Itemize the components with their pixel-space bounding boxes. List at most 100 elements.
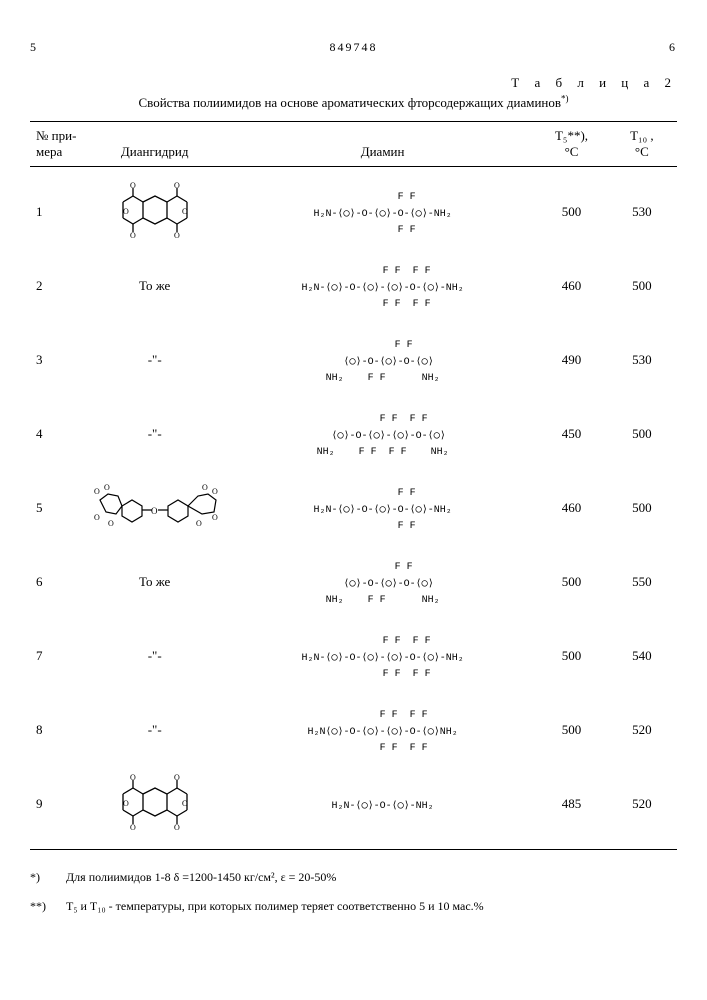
t5-cell: 450 [536, 397, 606, 471]
row-num: 8 [30, 693, 80, 767]
diamine-cell: F F F F H₂N⟨◯⟩-O-⟨◯⟩-⟨◯⟩-O-⟨◯⟩NH₂ F F F … [229, 693, 536, 767]
svg-text:O: O [202, 483, 208, 492]
table-row: 7 -"- F F F F H₂N-⟨◯⟩-O-⟨◯⟩-⟨◯⟩-O-⟨◯⟩-NH… [30, 619, 677, 693]
footnote-2-text: T₅ и T₁₀ - температуры, при которых поли… [66, 897, 677, 916]
dianhydride-cell: -"- [80, 323, 229, 397]
row-num: 3 [30, 323, 80, 397]
t5-cell: 500 [536, 545, 606, 619]
diamine-cell: F F F F H₂N-⟨◯⟩-O-⟨◯⟩-⟨◯⟩-O-⟨◯⟩-NH₂ F F … [229, 249, 536, 323]
svg-text:O: O [104, 483, 110, 492]
svg-text:O: O [130, 231, 136, 238]
svg-text:O: O [108, 519, 114, 528]
t10-cell: 520 [607, 767, 677, 850]
t5-cell: 500 [536, 619, 606, 693]
table-row: 6 То же F F ⟨◯⟩-O-⟨◯⟩-O-⟨◯⟩ NH₂ F F NH₂ … [30, 545, 677, 619]
footnote-2: **) T₅ и T₁₀ - температуры, при которых … [30, 897, 677, 916]
t10-cell: 530 [607, 323, 677, 397]
dianhydride-cell: То же [80, 249, 229, 323]
table-title-text: Свойства полиимидов на основе ароматичес… [138, 95, 561, 110]
table-row: 8 -"- F F F F H₂N⟨◯⟩-O-⟨◯⟩-⟨◯⟩-O-⟨◯⟩NH₂ … [30, 693, 677, 767]
svg-text:O: O [130, 182, 136, 190]
t10-cell: 500 [607, 471, 677, 545]
t10-cell: 540 [607, 619, 677, 693]
t5-cell: 485 [536, 767, 606, 850]
row-num: 4 [30, 397, 80, 471]
dianhydride-cell: O O O O O O [80, 767, 229, 850]
pmda-structure-icon: O O O O O O [110, 774, 200, 830]
svg-text:O: O [182, 207, 188, 216]
dianhydride-cell: -"- [80, 397, 229, 471]
dianhydride-cell: -"- [80, 619, 229, 693]
t5-cell: 500 [536, 693, 606, 767]
diamine-structure: F F F F H₂N-⟨◯⟩-O-⟨◯⟩-⟨◯⟩-O-⟨◯⟩-NH₂ F F … [301, 266, 463, 310]
diamine-cell: F F ⟨◯⟩-O-⟨◯⟩-O-⟨◯⟩ NH₂ F F NH₂ [229, 545, 536, 619]
t10-cell: 520 [607, 693, 677, 767]
table-label: Т а б л и ц а 2 [30, 75, 677, 91]
svg-text:O: O [130, 823, 136, 830]
t10-cell: 500 [607, 397, 677, 471]
table-row: 2 То же F F F F H₂N-⟨◯⟩-O-⟨◯⟩-⟨◯⟩-O-⟨◯⟩-… [30, 249, 677, 323]
doc-number: 849748 [246, 40, 462, 55]
svg-text:O: O [212, 487, 218, 496]
pmda-structure-icon: O O O O O O [110, 182, 200, 238]
dianhydride-cell: O OO OO OO OO [80, 471, 229, 545]
page-num-right: 6 [461, 40, 677, 55]
t10-cell: 530 [607, 167, 677, 250]
footnote-2-symbol: **) [30, 897, 66, 916]
title-footnote-ref: *) [561, 94, 569, 104]
diamine-cell: F F F F ⟨◯⟩-O-⟨◯⟩-⟨◯⟩-O-⟨◯⟩ NH₂ F F F F … [229, 397, 536, 471]
table-row: 1 O O O O O O [30, 167, 677, 250]
row-num: 5 [30, 471, 80, 545]
t5-cell: 460 [536, 471, 606, 545]
col-header-t5: T₅**), °C [536, 122, 606, 167]
dianhydride-cell: То же [80, 545, 229, 619]
diamine-structure: H₂N-⟨◯⟩-O-⟨◯⟩-NH₂ [332, 801, 434, 812]
t5-cell: 490 [536, 323, 606, 397]
svg-text:O: O [94, 513, 100, 522]
page-num-left: 5 [30, 40, 246, 55]
table-title: Свойства полиимидов на основе ароматичес… [30, 95, 677, 111]
diamine-cell: F F ⟨◯⟩-O-⟨◯⟩-O-⟨◯⟩ NH₂ F F NH₂ [229, 323, 536, 397]
page-header: 5 849748 6 [30, 40, 677, 55]
svg-text:O: O [94, 487, 100, 496]
diamine-structure: F F H₂N-⟨◯⟩-O-⟨◯⟩-O-⟨◯⟩-NH₂ F F [314, 192, 452, 236]
diamine-structure: F F ⟨◯⟩-O-⟨◯⟩-O-⟨◯⟩ NH₂ F F NH₂ [326, 340, 440, 384]
svg-text:O: O [174, 823, 180, 830]
footnote-1: *) Для полиимидов 1-8 δ =1200-1450 кг/см… [30, 868, 677, 887]
diamine-cell: F F H₂N-⟨◯⟩-O-⟨◯⟩-O-⟨◯⟩-NH₂ F F [229, 167, 536, 250]
row-num: 2 [30, 249, 80, 323]
svg-text:O: O [196, 519, 202, 528]
svg-text:O: O [212, 513, 218, 522]
diamine-cell: F F F F H₂N-⟨◯⟩-O-⟨◯⟩-⟨◯⟩-O-⟨◯⟩-NH₂ F F … [229, 619, 536, 693]
svg-text:O: O [123, 799, 129, 808]
table-body: 1 O O O O O O [30, 167, 677, 850]
footnotes: *) Для полиимидов 1-8 δ =1200-1450 кг/см… [30, 868, 677, 916]
header-row: № при- мера Диангидрид Диамин T₅**), °C … [30, 122, 677, 167]
dianhydride-cell: -"- [80, 693, 229, 767]
col-header-dianhydride: Диангидрид [80, 122, 229, 167]
svg-text:O: O [174, 182, 180, 190]
svg-text:O: O [151, 506, 158, 516]
t5-cell: 500 [536, 167, 606, 250]
col-header-t10: T₁₀ , °C [607, 122, 677, 167]
diamine-cell: F F H₂N-⟨◯⟩-O-⟨◯⟩-O-⟨◯⟩-NH₂ F F [229, 471, 536, 545]
footnote-1-text: Для полиимидов 1-8 δ =1200-1450 кг/см², … [66, 868, 677, 887]
dianhydride-cell: O O O O O O [80, 167, 229, 250]
table-row: 3 -"- F F ⟨◯⟩-O-⟨◯⟩-O-⟨◯⟩ NH₂ F F NH₂ 49… [30, 323, 677, 397]
svg-text:O: O [123, 207, 129, 216]
row-num: 9 [30, 767, 80, 850]
t10-cell: 550 [607, 545, 677, 619]
diamine-cell: H₂N-⟨◯⟩-O-⟨◯⟩-NH₂ [229, 767, 536, 850]
footnote-1-symbol: *) [30, 868, 66, 887]
t5-cell: 460 [536, 249, 606, 323]
svg-text:O: O [174, 231, 180, 238]
diamine-structure: F F F F H₂N⟨◯⟩-O-⟨◯⟩-⟨◯⟩-O-⟨◯⟩NH₂ F F F … [307, 710, 457, 754]
table-row: 9 O O O O O O H₂N-⟨ [30, 767, 677, 850]
table-row: 5 O OO OO OO OO [30, 471, 677, 545]
diamine-structure: F F F F ⟨◯⟩-O-⟨◯⟩-⟨◯⟩-O-⟨◯⟩ NH₂ F F F F … [317, 414, 449, 458]
properties-table: № при- мера Диангидрид Диамин T₅**), °C … [30, 121, 677, 850]
diamine-structure: F F H₂N-⟨◯⟩-O-⟨◯⟩-O-⟨◯⟩-NH₂ F F [314, 488, 452, 532]
table-row: 4 -"- F F F F ⟨◯⟩-O-⟨◯⟩-⟨◯⟩-O-⟨◯⟩ NH₂ F … [30, 397, 677, 471]
odpa-structure-icon: O OO OO OO OO [90, 482, 220, 530]
svg-text:O: O [130, 774, 136, 782]
